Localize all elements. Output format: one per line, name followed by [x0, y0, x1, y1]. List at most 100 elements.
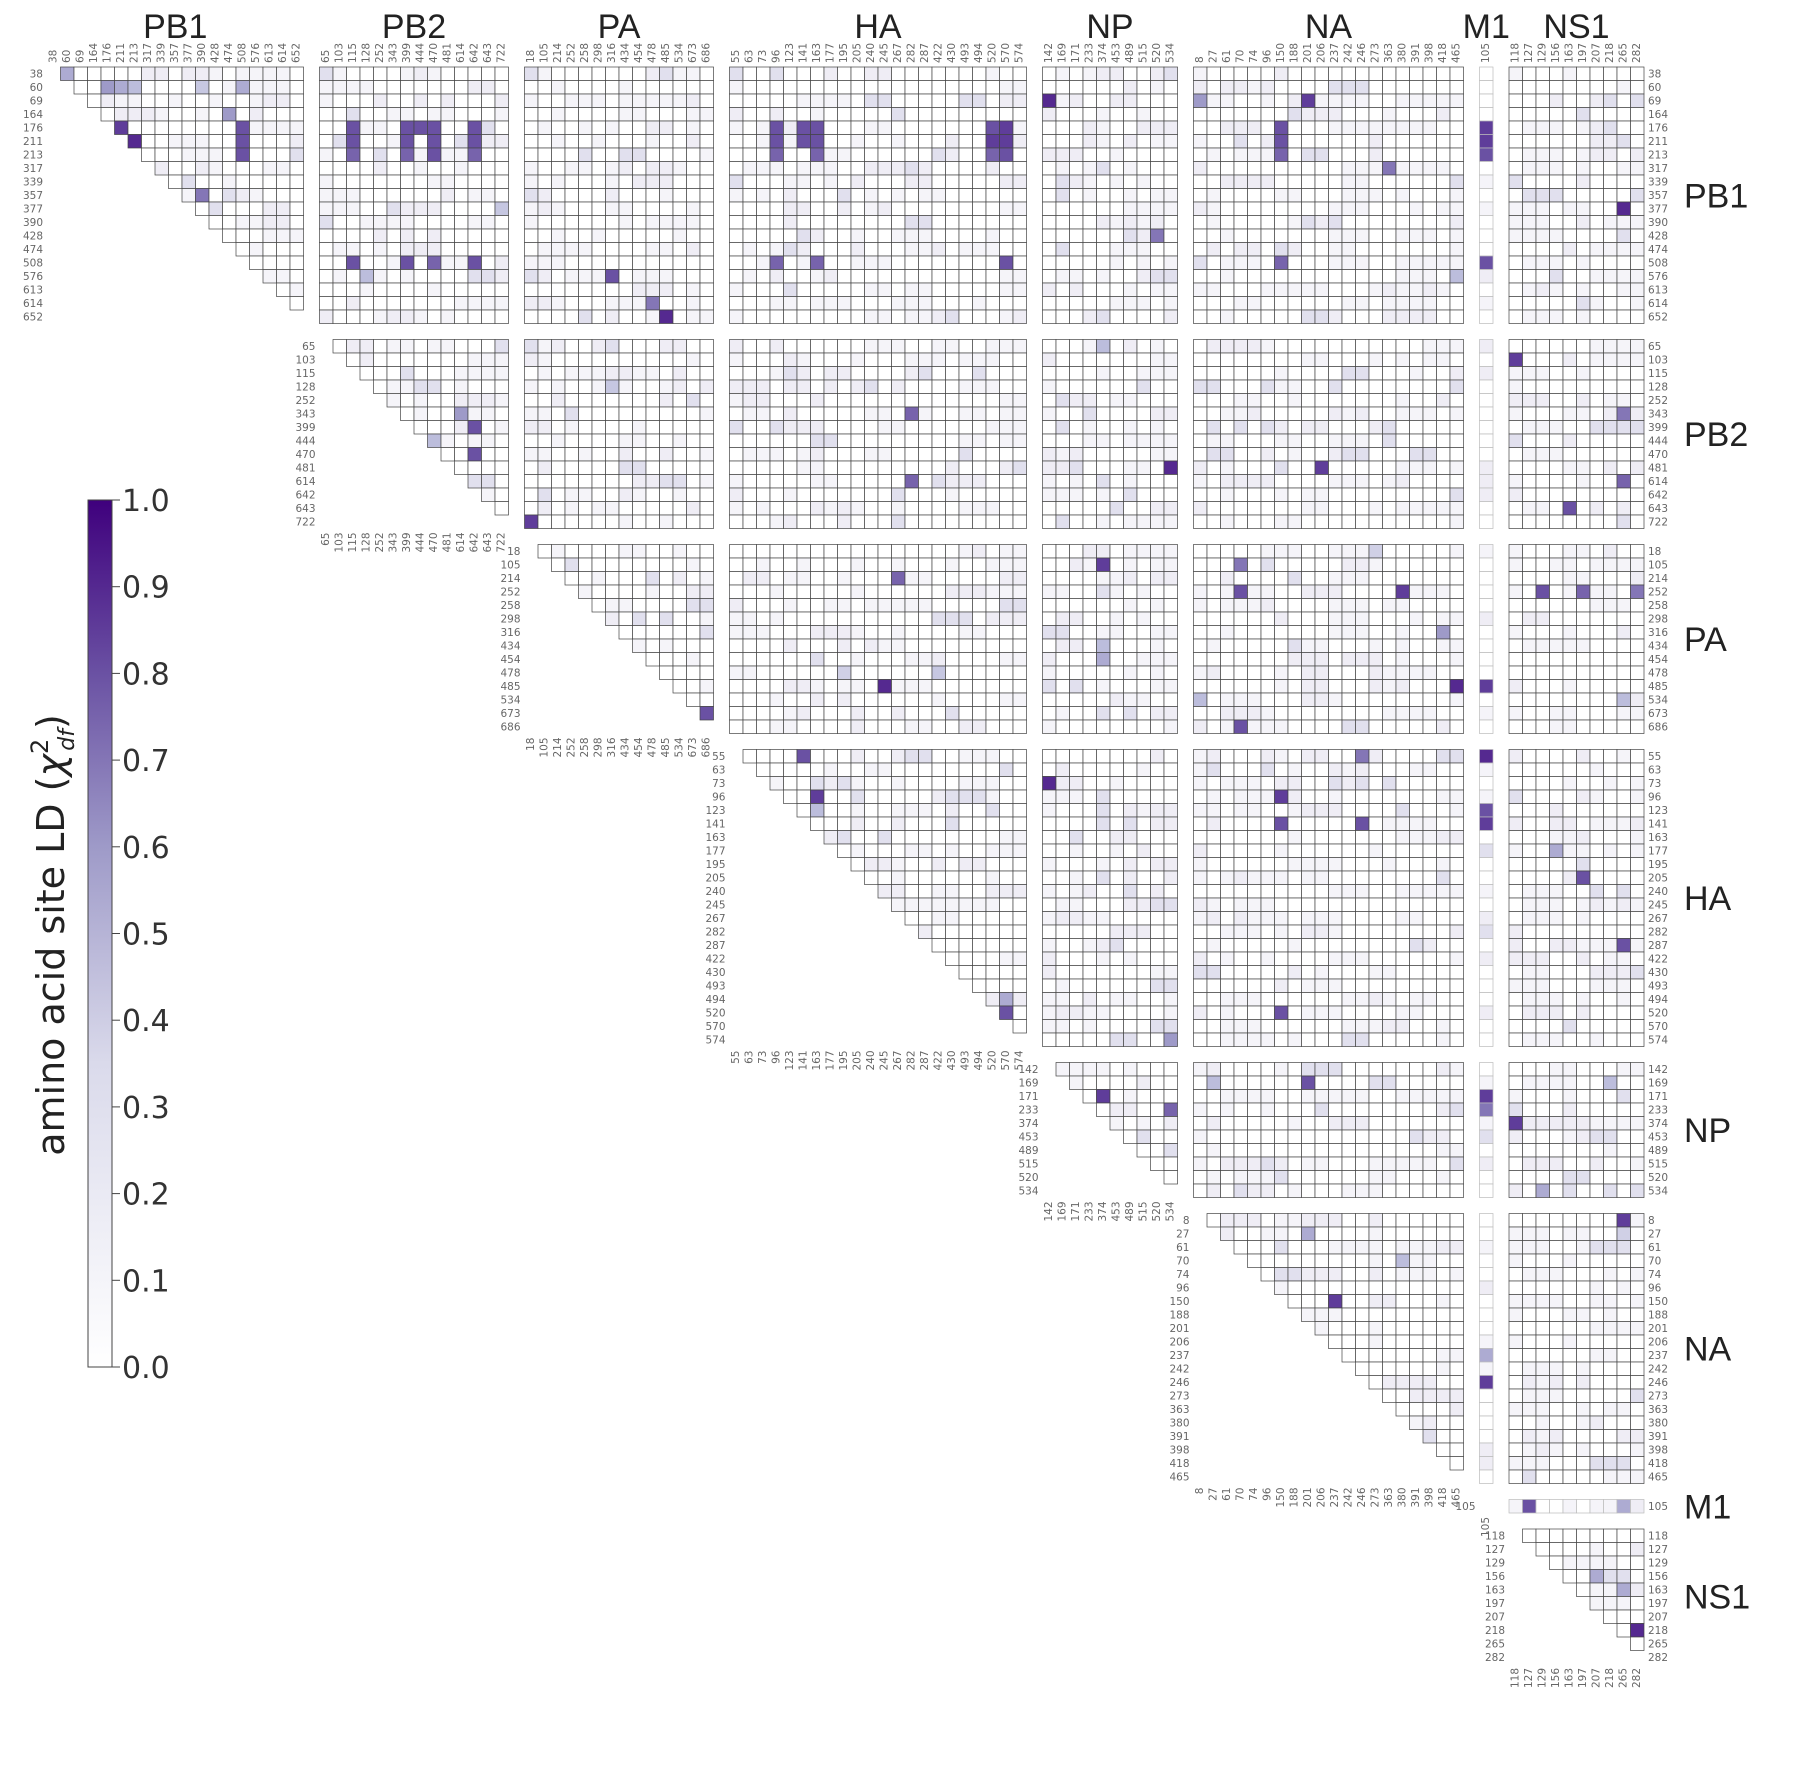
ld-cell — [1422, 965, 1437, 980]
ld-cell — [742, 706, 757, 721]
ld-cell — [1589, 652, 1604, 667]
ld-cell — [686, 282, 701, 297]
ld-cell — [931, 66, 946, 81]
ld-cell — [1247, 379, 1262, 394]
ld-cell — [1341, 911, 1356, 926]
ld-cell — [551, 514, 566, 529]
ld-cell — [1287, 487, 1302, 502]
ld-cell — [958, 951, 973, 966]
ld-cell — [359, 296, 374, 311]
ld-cell — [578, 501, 593, 516]
ld-cell — [551, 474, 566, 489]
ld-cell — [1616, 611, 1631, 626]
ld-cell — [346, 296, 361, 311]
ld-cell — [1409, 816, 1424, 831]
ld-cell — [1382, 749, 1397, 764]
ld-cell — [1422, 188, 1437, 203]
ld-cell — [999, 843, 1014, 858]
ld-cell — [440, 188, 455, 203]
ld-cell — [1163, 789, 1178, 804]
ld-cell — [1562, 625, 1577, 640]
ld-cell — [1576, 188, 1591, 203]
ld-cell — [1422, 134, 1437, 149]
ld-cell — [796, 679, 811, 694]
ld-cell — [1479, 897, 1494, 912]
ld-cell — [1069, 665, 1084, 680]
ld-cell — [1096, 66, 1111, 81]
ld-cell — [1301, 692, 1316, 707]
ld-cell — [796, 433, 811, 448]
ld-cell — [578, 120, 593, 135]
ld-cell — [972, 174, 987, 189]
ld-cell — [1042, 134, 1057, 149]
ld-cell — [742, 393, 757, 408]
ld-cell — [632, 433, 647, 448]
ld-cell — [985, 147, 1000, 162]
ld-cell — [945, 120, 960, 135]
ld-cell — [1123, 228, 1138, 243]
ld-cell — [1549, 433, 1564, 448]
ld-cell — [1096, 242, 1111, 257]
ld-cell — [1096, 557, 1111, 572]
ld-cell — [864, 352, 879, 367]
ld-cell — [618, 625, 633, 640]
ld-cell — [1247, 215, 1262, 230]
ld-cell — [1233, 107, 1248, 122]
ld-cell — [114, 80, 129, 95]
ld-cell — [783, 296, 798, 311]
ld-cell — [1522, 174, 1537, 189]
ld-cell — [877, 228, 892, 243]
ld-cell — [850, 584, 865, 599]
ld-cell — [1436, 789, 1451, 804]
ld-cell — [672, 638, 687, 653]
ld-cell — [931, 379, 946, 394]
ld-cell — [1096, 134, 1111, 149]
ld-cell — [1012, 625, 1027, 640]
ld-cell — [1355, 789, 1370, 804]
ld-cell — [591, 174, 606, 189]
ld-cell — [1287, 242, 1302, 257]
ld-cell — [958, 584, 973, 599]
ld-cell — [904, 706, 919, 721]
ld-cell — [1422, 584, 1437, 599]
ld-cell — [319, 188, 334, 203]
ld-cell — [877, 719, 892, 734]
ld-cell — [481, 80, 496, 95]
ld-cell — [1082, 393, 1097, 408]
ld-cell — [591, 215, 606, 230]
ld-cell — [632, 93, 647, 108]
ld-cell — [1436, 242, 1451, 257]
ld-cell — [1522, 296, 1537, 311]
ld-cell — [958, 843, 973, 858]
ld-cell — [1508, 201, 1523, 216]
ld-cell — [659, 107, 674, 122]
ld-cell — [1260, 665, 1275, 680]
ld-cell — [1136, 269, 1151, 284]
ld-cell — [249, 66, 264, 81]
ld-cell — [578, 93, 593, 108]
ld-cell — [1206, 366, 1221, 381]
ld-cell — [659, 282, 674, 297]
ld-cell — [699, 188, 714, 203]
ld-cell — [1123, 107, 1138, 122]
ld-cell — [877, 215, 892, 230]
ld-cell — [904, 174, 919, 189]
ld-cell — [1220, 638, 1235, 653]
ld-cell — [1206, 134, 1221, 149]
ld-cell — [524, 120, 539, 135]
ld-cell — [1233, 66, 1248, 81]
ld-cell — [1274, 1005, 1289, 1020]
ld-cell — [945, 188, 960, 203]
ld-cell — [985, 447, 1000, 462]
ld-cell — [904, 460, 919, 475]
ld-cell — [1449, 80, 1464, 95]
ld-cell — [1479, 965, 1494, 980]
ld-cell — [373, 134, 388, 149]
ld-cell — [972, 80, 987, 95]
ld-cell — [454, 66, 469, 81]
ld-cell — [1479, 309, 1494, 324]
ld-cell — [810, 544, 825, 559]
ld-cell — [1328, 843, 1343, 858]
ld-cell — [945, 870, 960, 885]
ld-cell — [1328, 557, 1343, 572]
